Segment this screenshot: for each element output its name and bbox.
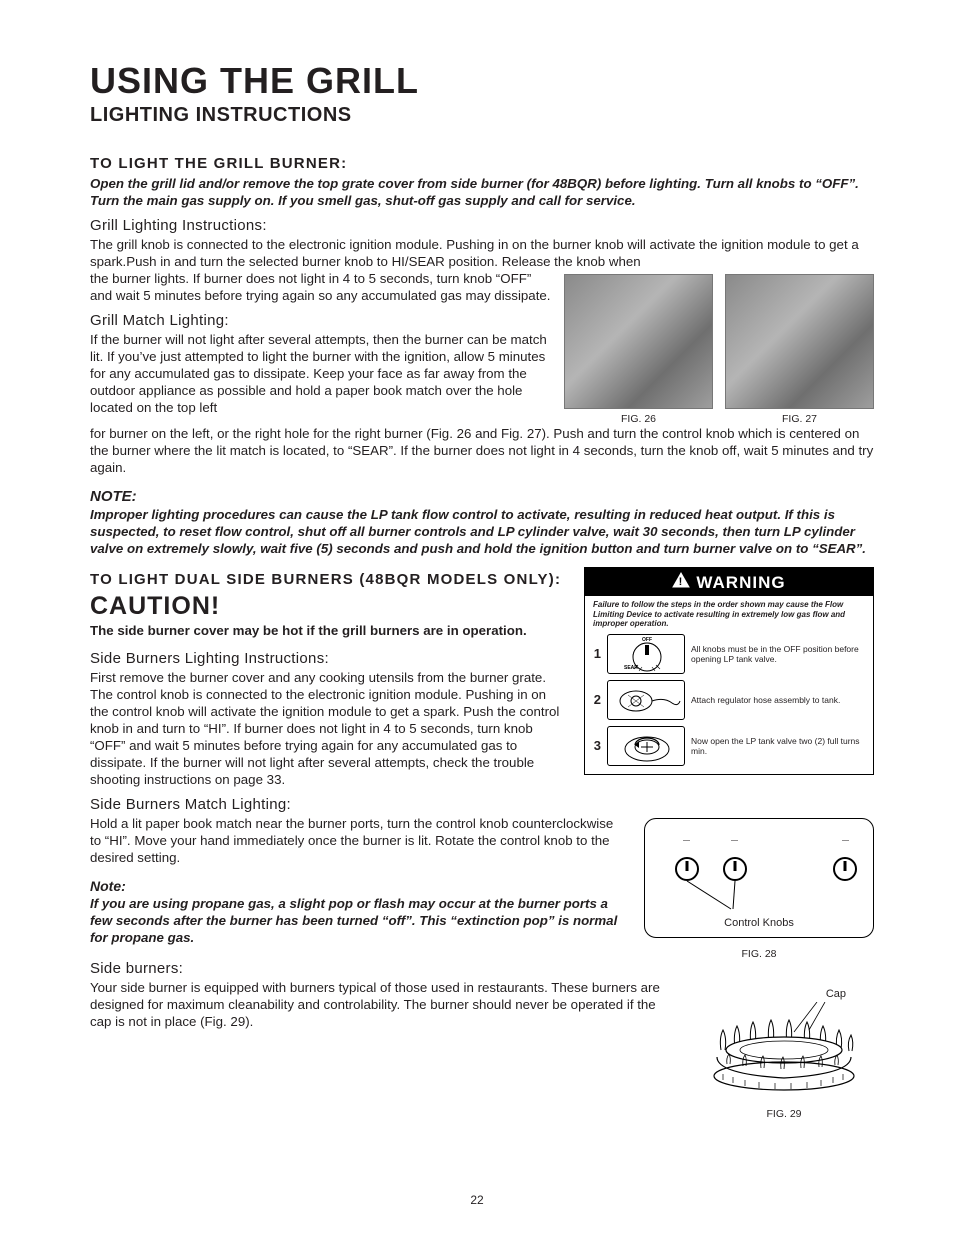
svg-text:!: ! <box>679 576 684 588</box>
figure-27-label: FIG. 27 <box>725 413 874 425</box>
knob-icon <box>675 857 699 881</box>
warning-box: ! WARNING Failure to follow the steps in… <box>584 567 874 775</box>
figure-26-label: FIG. 26 <box>564 413 713 425</box>
note-body: Improper lighting procedures can cause t… <box>90 507 874 557</box>
figure-26-photo <box>564 274 713 409</box>
subtitle: LIGHTING INSTRUCTIONS <box>90 104 874 127</box>
warning-step-3-num: 3 <box>591 738 601 753</box>
figure-28-panel: — — — Control Knobs <box>644 818 874 938</box>
cap-label: Cap <box>694 988 874 1000</box>
knob-icon <box>833 857 857 881</box>
warning-intro: Failure to follow the steps in the order… <box>585 596 873 631</box>
grill-light-p1: The grill knob is connected to the elect… <box>90 236 874 270</box>
warning-step-1: 1 OFF SEAR All knobs must be in the OFF … <box>585 631 873 677</box>
open-lid-note: Open the grill lid and/or remove the top… <box>90 176 874 209</box>
page-title: USING THE GRILL <box>90 60 874 102</box>
burner-icon <box>699 1002 869 1097</box>
figure-28: — — — Control Knobs FIG. 28 <box>644 818 874 960</box>
figure-27-photo <box>725 274 874 409</box>
warning-label: WARNING <box>696 573 785 593</box>
control-knobs-label: Control Knobs <box>724 917 794 929</box>
side-burners-head: Side burners: <box>90 960 874 977</box>
warning-step-3: 3 Now open the LP tank valve two (2) ful… <box>585 723 873 774</box>
figure-28-label: FIG. 28 <box>644 948 874 960</box>
knob-icon <box>723 857 747 881</box>
warning-step-2-text: Attach regulator hose assembly to tank. <box>691 695 867 705</box>
warning-step-3-diagram <box>607 726 685 766</box>
svg-text:SEAR: SEAR <box>624 665 638 671</box>
figure-29-label: FIG. 29 <box>694 1108 874 1120</box>
side-match-head: Side Burners Match Lighting: <box>90 796 874 813</box>
warning-step-1-text: All knobs must be in the OFF position be… <box>691 644 867 664</box>
warning-step-1-num: 1 <box>591 646 601 661</box>
warning-step-2-num: 2 <box>591 692 601 707</box>
figure-29: Cap <box>694 988 874 1120</box>
svg-text:OFF: OFF <box>642 637 652 643</box>
grill-match-p2: for burner on the left, or the right hol… <box>90 425 874 476</box>
section-light-burner: TO LIGHT THE GRILL BURNER: <box>90 155 874 172</box>
page-number: 22 <box>470 1193 483 1207</box>
warning-header: ! WARNING <box>585 568 873 596</box>
warning-step-1-diagram: OFF SEAR <box>607 634 685 674</box>
warning-step-2: 2 Attach regulator hose assembly to tank… <box>585 677 873 723</box>
note-head: NOTE: <box>90 488 874 505</box>
warning-step-2-diagram <box>607 680 685 720</box>
figure-pair-26-27: FIG. 26 FIG. 27 <box>564 274 874 425</box>
warning-step-3-text: Now open the LP tank valve two (2) full … <box>691 736 867 756</box>
warning-triangle-icon: ! <box>672 572 690 593</box>
grill-light-head: Grill Lighting Instructions: <box>90 217 874 234</box>
